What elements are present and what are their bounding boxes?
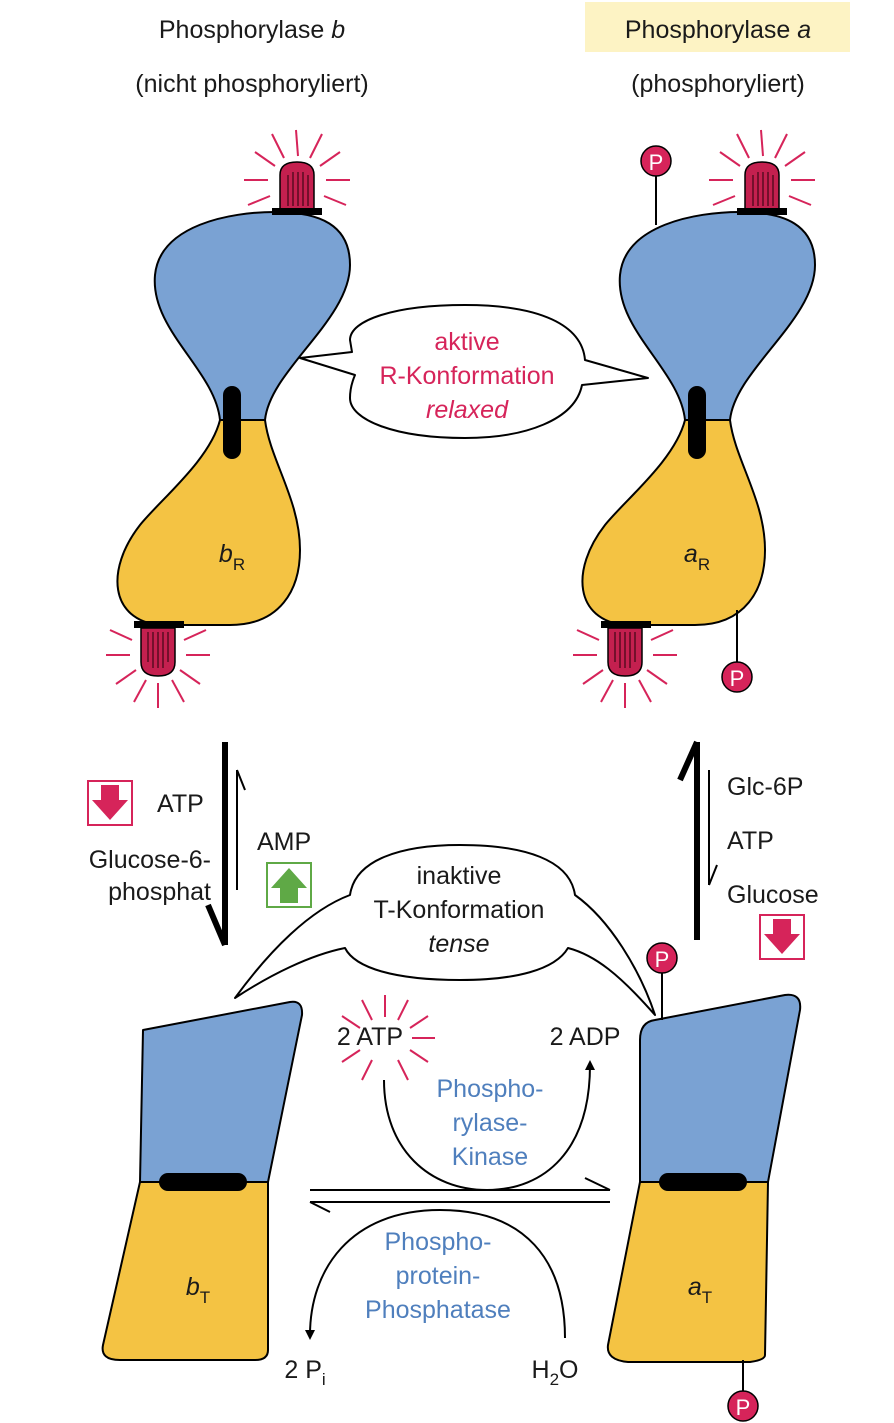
phosphate-group: P [646, 942, 678, 1020]
svg-text:aktive: aktive [434, 328, 499, 356]
svg-text:relaxed: relaxed [426, 396, 509, 424]
phosphatase-curve-arrow [305, 1208, 566, 1340]
phosphatase-pi-label: 2 Pi [284, 1356, 325, 1389]
header-highlight [585, 2, 850, 52]
svg-text:P: P [730, 666, 745, 691]
svg-text:R-Konformation: R-Konformation [379, 362, 554, 390]
kinase-name-2: rylase- [452, 1109, 527, 1137]
phosphatase-name-2: protein- [396, 1262, 481, 1290]
state-label-bR: bR [219, 540, 245, 574]
left-atp-label: ATP [157, 790, 204, 818]
kinase-name-3: Kinase [452, 1143, 528, 1171]
activate-arrow-icon [266, 862, 312, 908]
inactive-conformation-bubble: inaktive T-Konformation tense [234, 844, 656, 1016]
left-g6p-label-1: Glucose-6- [89, 846, 211, 874]
svg-text:P: P [736, 1395, 751, 1420]
phosphatase-name-3: Phosphatase [365, 1296, 511, 1324]
kinase-curve-arrow [383, 1060, 595, 1192]
kinase-name-1: Phospho- [436, 1075, 543, 1103]
left-equilibrium-arrow [205, 742, 246, 947]
left-subtitle: (nicht phosphoryliert) [135, 70, 368, 98]
enzyme-bR: bR [116, 210, 352, 626]
inhibit-arrow-icon [759, 914, 805, 960]
left-amp-label: AMP [257, 828, 311, 856]
phosphate-group: P [721, 610, 753, 693]
state-label-bT: bT [186, 1273, 210, 1307]
svg-text:P: P [655, 947, 670, 972]
beacon-light-icon [106, 621, 210, 708]
phosphatase-name-1: Phospho- [384, 1228, 491, 1256]
beacon-light-icon [244, 129, 350, 215]
left-g6p-label-2: phosphat [108, 878, 211, 906]
right-glc6p-label: Glc-6P [727, 773, 803, 801]
right-subtitle: (phosphoryliert) [631, 70, 805, 98]
phosphatase-water-label: H2O [532, 1356, 579, 1389]
right-equilibrium-arrow [677, 740, 718, 940]
enzyme-aR: aR [581, 210, 817, 626]
phosphate-group: P [727, 1360, 759, 1422]
atp-burst-icon [341, 995, 435, 1081]
svg-text:tense: tense [428, 930, 489, 958]
svg-text:T-Konformation: T-Konformation [374, 896, 545, 924]
enzyme-bT: bT [101, 1000, 304, 1361]
beacon-light-icon [573, 621, 677, 708]
left-title: Phosphorylase b [159, 16, 345, 44]
state-label-aR: aR [684, 540, 710, 574]
right-glucose-label: Glucose [727, 881, 819, 909]
state-label-aT: aT [688, 1273, 712, 1307]
beacon-light-icon [709, 129, 815, 215]
phosphate-group: P [640, 145, 672, 225]
svg-text:P: P [649, 150, 664, 175]
inhibit-arrow-icon [87, 780, 133, 826]
right-title: Phosphorylase a [625, 16, 811, 44]
horizontal-equilibrium-arrow [309, 1177, 611, 1213]
kinase-adp-label: 2 ADP [550, 1023, 621, 1051]
svg-text:inaktive: inaktive [417, 862, 502, 890]
enzyme-aT: aT [606, 993, 802, 1363]
active-conformation-bubble: aktive R-Konformation relaxed [299, 304, 649, 439]
kinase-atp-label: 2 ATP [337, 1023, 403, 1051]
right-atp-label: ATP [727, 827, 774, 855]
